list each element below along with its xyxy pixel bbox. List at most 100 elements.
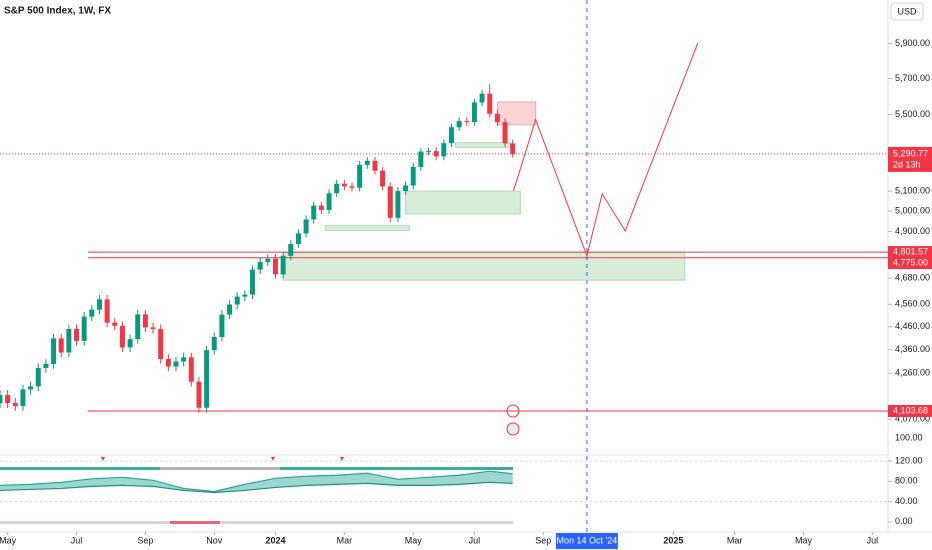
candle-body [280,255,286,275]
y-tick-label: 5,000.00 [895,205,930,215]
candle-body [5,395,11,404]
candle-body [426,151,432,153]
indicator-y-tick-label: 80.00 [895,476,918,486]
indicator-top-bar-grey [160,467,280,470]
candle-body [28,386,34,390]
indicator-scale-label: 100.00 [895,432,923,442]
candle-body [433,151,439,157]
candle-body [494,113,500,123]
candle-body [43,363,49,368]
x-tick-label: May [405,535,423,545]
candle-body [410,166,416,186]
candle-body [242,294,248,297]
level-label: 4,103.68 [893,405,928,415]
candle-body [20,389,26,406]
candle-body [341,183,347,187]
indicator-y-tick-label: 0.00 [895,516,913,526]
y-tick-label: 5,100.00 [895,185,930,195]
candle-body [74,329,80,341]
candle-body [311,205,317,220]
candle-body [188,357,194,382]
candle-body [295,233,301,245]
zone [454,142,511,148]
candle-body [418,151,424,167]
candle-body [165,359,171,367]
candle-body [219,314,225,338]
candle-body [250,269,256,295]
y-tick-label: 4,070.00 [895,414,930,424]
candle-body [96,299,102,310]
indicator-bottom-bar-red [170,521,220,524]
candle-body [66,329,72,353]
candle-body [196,381,202,408]
candle-body [112,322,118,326]
indicator-bottom-bar [0,521,513,524]
level-label: 4,801.57 [893,246,928,256]
candle-body [173,361,179,367]
y-tick-label: 5,900.00 [895,38,930,48]
y-tick-label: 5,700.00 [895,73,930,83]
x-tick-label: Sep [535,535,551,545]
x-tick-label: 2025 [663,535,683,545]
currency[interactable]: USD [897,6,917,16]
candle-body [349,186,355,188]
candle-body [380,170,386,187]
x-tick-label: Jul [469,535,481,545]
candle-body [326,193,332,210]
candle-body [51,338,57,364]
candle-body [119,325,125,348]
candle-body [510,143,516,154]
y-tick-label: 5,500.00 [895,109,930,119]
y-tick-label: 4,260.00 [895,368,930,378]
x-tick-label: Mar [337,535,353,545]
candle-body [58,338,64,353]
candle-body [158,329,164,360]
last-price-box [888,146,932,172]
indicator-band [0,471,513,493]
last-price-label: 5,290.77 [893,148,928,158]
candle-body [448,127,454,144]
chart-title: S&P 500 Index, 1W, FX [4,6,111,17]
candle-body [0,395,3,404]
level-label-box [888,404,932,417]
candle-body [403,185,409,192]
candle-body [387,186,393,218]
y-tick-label: 4,360.00 [895,344,930,354]
candle-body [464,121,470,123]
candle-body [35,367,41,387]
candle-body [502,122,508,144]
earnings-icon[interactable] [506,422,520,436]
projection-path [512,42,699,258]
candle-body [257,261,263,270]
y-tick-label: 4,900.00 [895,226,930,236]
candle-body [471,102,477,123]
x-tick-label: Jul [867,535,879,545]
x-tick-label: Sep [137,535,153,545]
y-tick-label: 4,680.00 [895,272,930,282]
currency-button[interactable] [890,2,924,21]
candle-body [303,219,309,234]
candle-body [479,93,485,103]
zone [496,101,537,126]
zone [324,224,410,232]
x-tick-label: 2024 [265,535,285,545]
candle-body [265,258,271,262]
zone [282,251,686,281]
indicator-line [0,481,513,494]
candle-body [456,121,462,128]
candle-body [441,143,447,157]
y-tick-label: 4,560.00 [895,299,930,309]
candle-body [395,191,401,218]
crosshair-label: Mon 14 Oct '24 [557,535,618,545]
candle-body [334,183,340,194]
level-label-box [888,246,932,259]
indicator-y-tick-label: 120.00 [895,455,923,465]
candle-body [89,309,95,317]
indicator-y-tick-label: 40.00 [895,496,918,506]
candle-body [272,258,278,275]
candle-body [318,205,324,210]
level-label-box [888,257,932,270]
candle-body [127,339,133,348]
